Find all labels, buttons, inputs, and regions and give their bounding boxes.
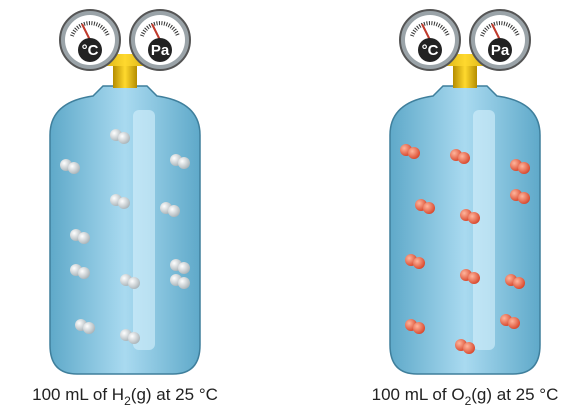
gauge-label: Pa xyxy=(491,42,510,59)
atom xyxy=(78,267,90,279)
atom xyxy=(508,317,520,329)
atom xyxy=(458,152,470,164)
tank-highlight xyxy=(473,110,495,350)
atom xyxy=(83,322,95,334)
caption-text: 100 mL of O xyxy=(372,385,465,404)
tank-panel: °C Pa 100 mL of O2(g) at 25 °C xyxy=(372,10,559,408)
caption-text: 100 mL of H xyxy=(32,385,124,404)
atom xyxy=(408,147,420,159)
atom xyxy=(468,212,480,224)
atom xyxy=(128,332,140,344)
atom xyxy=(118,132,130,144)
atom xyxy=(118,197,130,209)
atom xyxy=(128,277,140,289)
atom xyxy=(423,202,435,214)
atom xyxy=(518,162,530,174)
atom xyxy=(413,322,425,334)
atom xyxy=(463,342,475,354)
atom xyxy=(468,272,480,284)
atom xyxy=(178,277,190,289)
gauge-label: Pa xyxy=(151,42,170,59)
atom xyxy=(68,162,80,174)
tank-highlight xyxy=(133,110,155,350)
caption: 100 mL of O2(g) at 25 °C xyxy=(372,385,559,408)
caption-text: (g) at 25 °C xyxy=(131,385,218,404)
gauge-label: °C xyxy=(422,42,439,59)
atom xyxy=(513,277,525,289)
caption: 100 mL of H2(g) at 25 °C xyxy=(32,385,218,408)
caption-text: (g) at 25 °C xyxy=(471,385,558,404)
atom xyxy=(168,205,180,217)
gauge-label: °C xyxy=(82,42,99,59)
atom xyxy=(413,257,425,269)
tank-panel: °C Pa 100 mL of H2(g) at 25 °C xyxy=(32,10,218,408)
atom xyxy=(518,192,530,204)
illustration: °C Pa 100 mL of H2(g) at 25 °C °C Pa 100 mL o… xyxy=(0,0,586,414)
atom xyxy=(178,262,190,274)
atom xyxy=(78,232,90,244)
atom xyxy=(178,157,190,169)
